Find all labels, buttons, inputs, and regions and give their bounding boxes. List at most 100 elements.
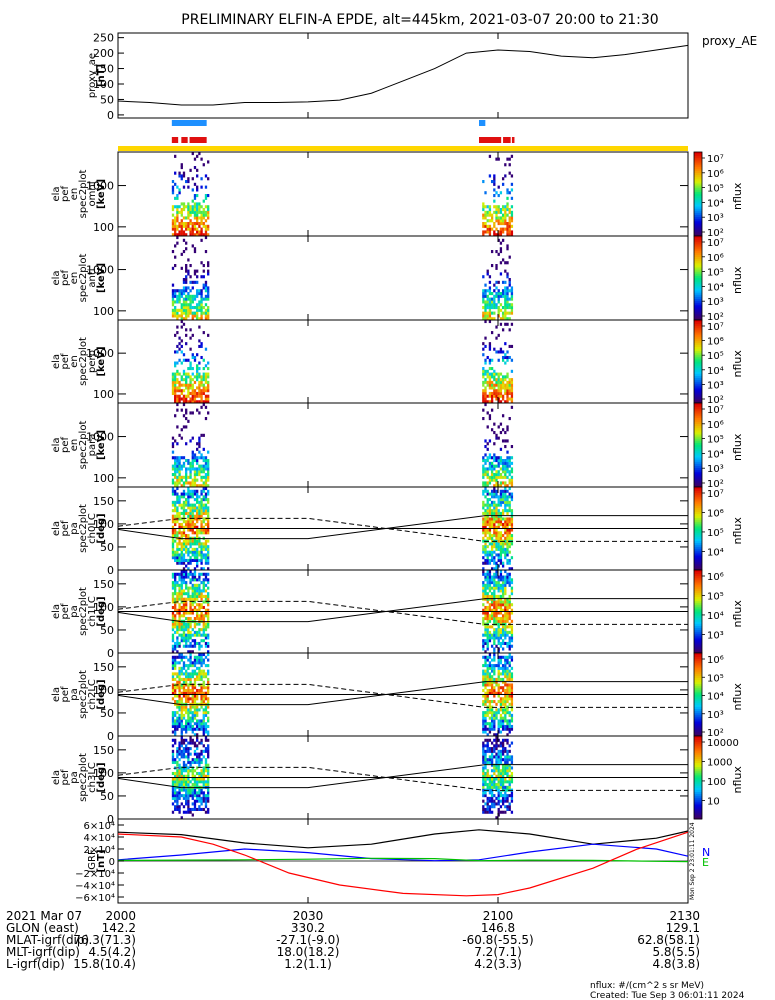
heatmap-cell [189,658,192,662]
heatmap-cell [493,180,496,184]
colorbar-cell [694,567,702,571]
heatmap-cell [484,758,487,762]
heatmap-cell [497,205,500,209]
heatmap-cell [178,758,181,762]
heatmap-cell [510,630,514,634]
heatmap-cell [185,459,188,463]
heatmap-cell [200,261,203,265]
heatmap-cell [193,741,197,745]
heatmap-cell [198,506,201,510]
heatmap-cell [200,525,203,529]
heatmap-cell [191,777,194,781]
heatmap-cell [176,780,179,784]
heatmap-cell [506,208,509,212]
heatmap-cell [185,608,188,612]
heatmap-cell [178,677,181,681]
heatmap-cell [207,361,210,365]
heatmap-cell [207,653,210,657]
heatmap-cell [482,749,485,753]
heatmap-cell [193,791,197,795]
y-axis-label: spec2plot [78,170,89,219]
heatmap-cell [504,600,507,604]
x-row-label: GLON (east) [6,921,79,935]
heatmap-cell [185,791,188,795]
heatmap-cell [187,539,190,543]
heatmap-cell [486,372,489,376]
heatmap-cell [497,498,500,502]
heatmap-cell [182,322,186,326]
heatmap-cell [204,464,208,468]
heatmap-cell [504,522,507,527]
heatmap-cell [176,542,179,546]
colorbar-cell [694,296,702,300]
heatmap-cell [504,213,507,217]
heatmap-cell [510,758,514,762]
heatmap-cell [178,605,181,610]
heatmap-cell [506,539,509,543]
heatmap-cell [495,266,498,270]
heatmap-cell [178,358,181,362]
heatmap-cell [497,666,500,670]
heatmap-cell [501,394,505,398]
heatmap-cell [200,219,203,223]
heatmap-cell [182,614,186,618]
heatmap-cell [482,589,485,593]
heatmap-cell [193,227,197,231]
heatmap-cell [196,672,199,676]
zoom-bar-blue-0 [171,120,207,126]
heatmap-cell [185,722,188,726]
heatmap-cell [499,655,503,659]
heatmap-cell [508,157,511,161]
heatmap-cell [200,617,203,621]
colorbar-cell [694,653,702,656]
heatmap-cell [171,289,175,293]
heatmap-cell [204,484,208,488]
heatmap-cell [182,686,186,690]
heatmap-cell [174,311,177,315]
colorbar-cell [694,648,702,652]
heatmap-cell [176,650,179,654]
heatmap-cell [174,608,177,612]
heatmap-cell [198,464,201,468]
heatmap-cell [510,484,514,488]
heatmap-cell [501,594,505,598]
heatmap-cell [499,630,503,634]
heatmap-cell [187,292,190,296]
heatmap-cell [171,300,175,304]
heatmap-cell [488,205,492,209]
heatmap-cell [198,503,201,507]
heatmap-cell [178,766,181,770]
heatmap-cell [493,575,496,579]
heatmap-cell [182,397,186,401]
heatmap-cell [482,619,485,623]
colorbar-cell [694,499,702,503]
heatmap-cell [488,738,492,742]
heatmap-cell [202,403,205,407]
heatmap-cell [508,219,511,223]
heatmap-cell [202,581,205,585]
heatmap-cell [196,736,199,740]
heatmap-cell [207,545,210,549]
heatmap-cell [178,744,181,748]
heatmap-cell [204,185,208,189]
heatmap-cell [185,408,188,412]
heatmap-cell [506,542,509,546]
colorbar-cell [694,781,702,785]
colorbar-cell [694,152,702,155]
heatmap-cell [176,408,179,412]
heatmap-cell [196,661,199,665]
heatmap-cell [490,383,494,387]
heatmap-cell [171,528,175,532]
heatmap-cell [204,611,208,615]
colorbar-cell [694,394,702,398]
heatmap-cell [501,592,505,596]
heatmap-cell [501,280,505,284]
heatmap-cell [191,597,194,601]
heatmap-cell [508,644,511,648]
heatmap-cell [501,182,505,186]
heatmap-cell [488,716,492,720]
heatmap-cell [506,317,509,321]
heatmap-cell [196,747,199,751]
colorbar-cell [694,257,702,260]
heatmap-cell [486,807,489,811]
